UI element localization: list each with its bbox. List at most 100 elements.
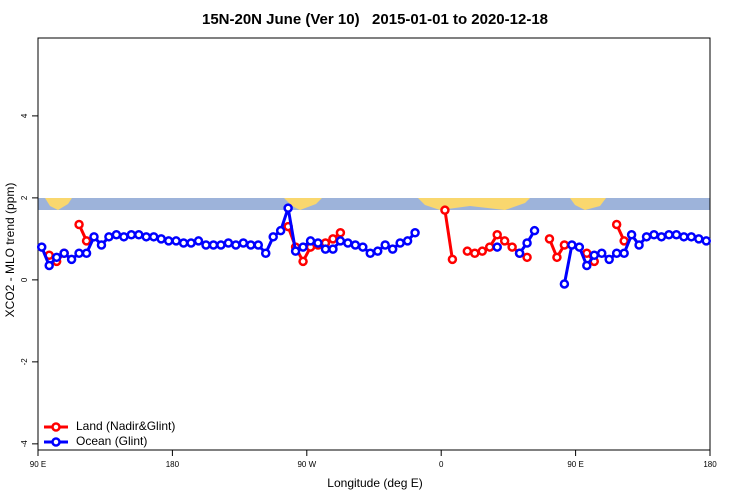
point [410,227,420,238]
point [335,236,346,246]
point [440,205,450,215]
point [298,242,308,252]
point [574,242,585,252]
point [582,260,592,271]
x-tick-label: 0 [439,460,444,469]
point [238,238,249,248]
legend-label: Ocean (Glint) [76,434,147,448]
y-axis-label: XCO2 - MLO trend (ppm) [3,183,17,318]
point [148,232,159,242]
point [343,238,353,248]
point [492,242,502,252]
point [81,236,92,246]
y-tick-label: 4 [20,113,29,118]
point [268,232,278,242]
point [186,238,196,248]
x-axis-label: Longitude (deg E) [327,476,422,490]
point [44,260,54,271]
point [626,230,637,240]
x-tick-label: 90 E [30,460,46,469]
point [141,232,152,242]
point [313,238,323,248]
point [499,236,510,246]
chart-title: 15N-20N June (Ver 10) 2015-01-01 to 2020… [202,11,548,28]
point [701,236,712,246]
point [358,242,368,252]
point [335,227,346,238]
plot-frame [37,37,711,451]
point [365,248,376,258]
point [559,279,570,289]
point [231,240,241,250]
point [514,248,525,258]
point [201,240,211,250]
point [477,246,488,256]
point [59,248,69,258]
point [178,238,189,248]
point [641,232,652,242]
series-line [40,207,707,285]
land-shape [45,198,72,210]
y-tick-label: 2 [20,195,29,200]
x-tick-label: 90 W [297,460,316,469]
point [126,230,137,240]
point [447,254,458,265]
point [611,248,622,258]
x-tick-label: 90 E [567,460,583,469]
point [208,240,219,250]
point [544,234,555,244]
point [89,232,99,242]
point [522,238,532,248]
point [619,248,629,258]
point [260,248,271,258]
point [163,236,174,246]
point [679,232,689,242]
point [649,230,659,240]
point [36,242,47,252]
point [656,232,667,242]
point [529,225,540,236]
point [492,230,502,240]
y-tick-label: 0 [20,277,29,282]
point [686,232,697,242]
point [328,244,338,254]
point [253,240,264,250]
point [567,240,577,250]
point [298,256,308,267]
ocean-strip [38,198,710,210]
point [522,252,532,263]
x-tick-label: 180 [703,460,717,469]
point [484,242,495,252]
x-tick-label: 180 [166,460,180,469]
y-tick-label: -2 [20,358,29,366]
point [596,248,607,258]
point [223,238,234,248]
map-strip [38,198,710,210]
legend-label: Land (Nadir&Glint) [76,419,175,433]
point [552,252,562,263]
point [664,230,674,240]
point [328,234,338,244]
point [305,236,316,246]
point [290,246,301,256]
point [611,219,622,230]
point [387,244,398,254]
point [96,240,107,250]
legend-marker [51,437,61,447]
point [372,246,383,256]
point [402,236,413,246]
point [589,250,600,261]
point [193,236,204,246]
point [275,225,286,236]
point [350,240,361,250]
point [66,254,77,265]
point [320,244,331,254]
point [74,219,84,230]
point [74,248,84,258]
point [81,248,92,258]
point [104,232,114,242]
point [380,240,390,250]
point [156,234,166,244]
land-shape [570,198,606,210]
point [246,240,256,250]
